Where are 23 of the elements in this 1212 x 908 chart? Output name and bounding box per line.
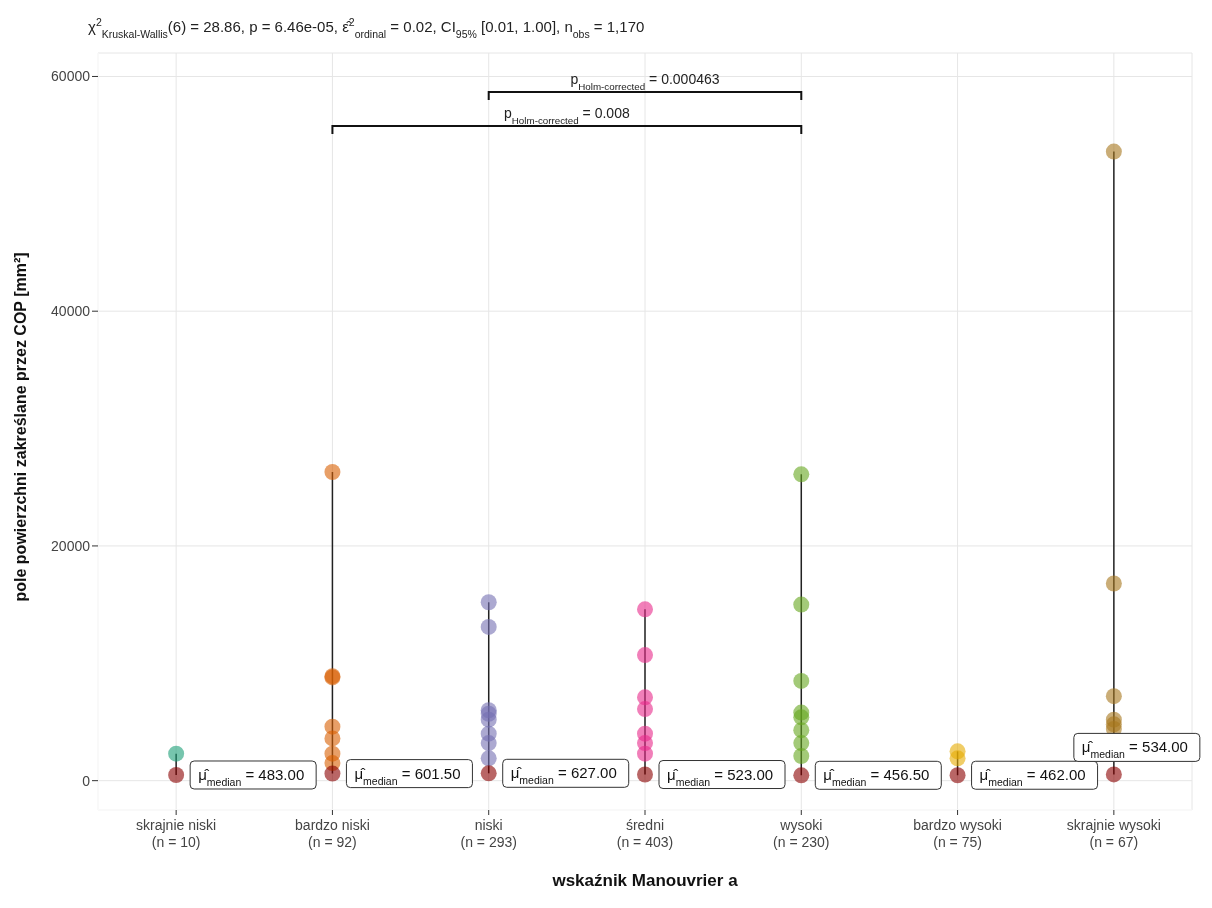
x-tick-label: bardzo wysoki (n = 75)	[913, 817, 1002, 850]
x-tick-label: niski (n = 293)	[460, 817, 517, 850]
x-tick-label: wysoki (n = 230)	[773, 817, 830, 850]
y-tick-label: 40000	[51, 303, 91, 320]
x-tick-label: średni (n = 403)	[616, 817, 674, 850]
x-axis-title: wskaźnik Manouvrier a	[551, 871, 739, 890]
y-tick-label: 60000	[51, 68, 91, 85]
x-tick-label: skrajnie wysoki (n = 67)	[1066, 817, 1161, 850]
annotation: p$_{Holm-corrected}$ = 0.000463	[570, 71, 720, 92]
y-tick-label: 20000	[51, 537, 91, 554]
chart-title: χ$^{2}$$_{Kruskal-Wallis}$(6) = 28.86, p = 6.46e-05, ε̂$^{2}$$_{ordinal}$ = 0.02, CI$_{95%}$ [0.01, 1.00], n$_{obs}$ = 1,170	[88, 16, 645, 40]
y-tick-label: 0	[82, 772, 91, 789]
y-axis-title: pole powierzchni zakreślane przez COP [mm²]	[11, 252, 29, 602]
annotation: μ̂$_{median}$ = 483.00	[198, 765, 305, 788]
annotation: μ̂$_{median}$ = 534.00	[1081, 738, 1188, 761]
annotation: μ̂$_{median}$ = 523.00	[667, 765, 774, 788]
annotation: μ̂$_{median}$ = 601.50	[354, 764, 461, 787]
annotation: p$_{Holm-corrected}$ = 0.008	[503, 105, 630, 126]
annotation: μ̂$_{median}$ = 627.00	[510, 764, 617, 787]
x-tick-label: skrajnie niski (n = 10)	[136, 817, 217, 850]
annotation: μ̂$_{median}$ = 462.00	[979, 766, 1086, 789]
x-tick-label: bardzo niski (n = 92)	[295, 817, 370, 850]
annotation: μ̂$_{median}$ = 456.50	[823, 766, 930, 789]
